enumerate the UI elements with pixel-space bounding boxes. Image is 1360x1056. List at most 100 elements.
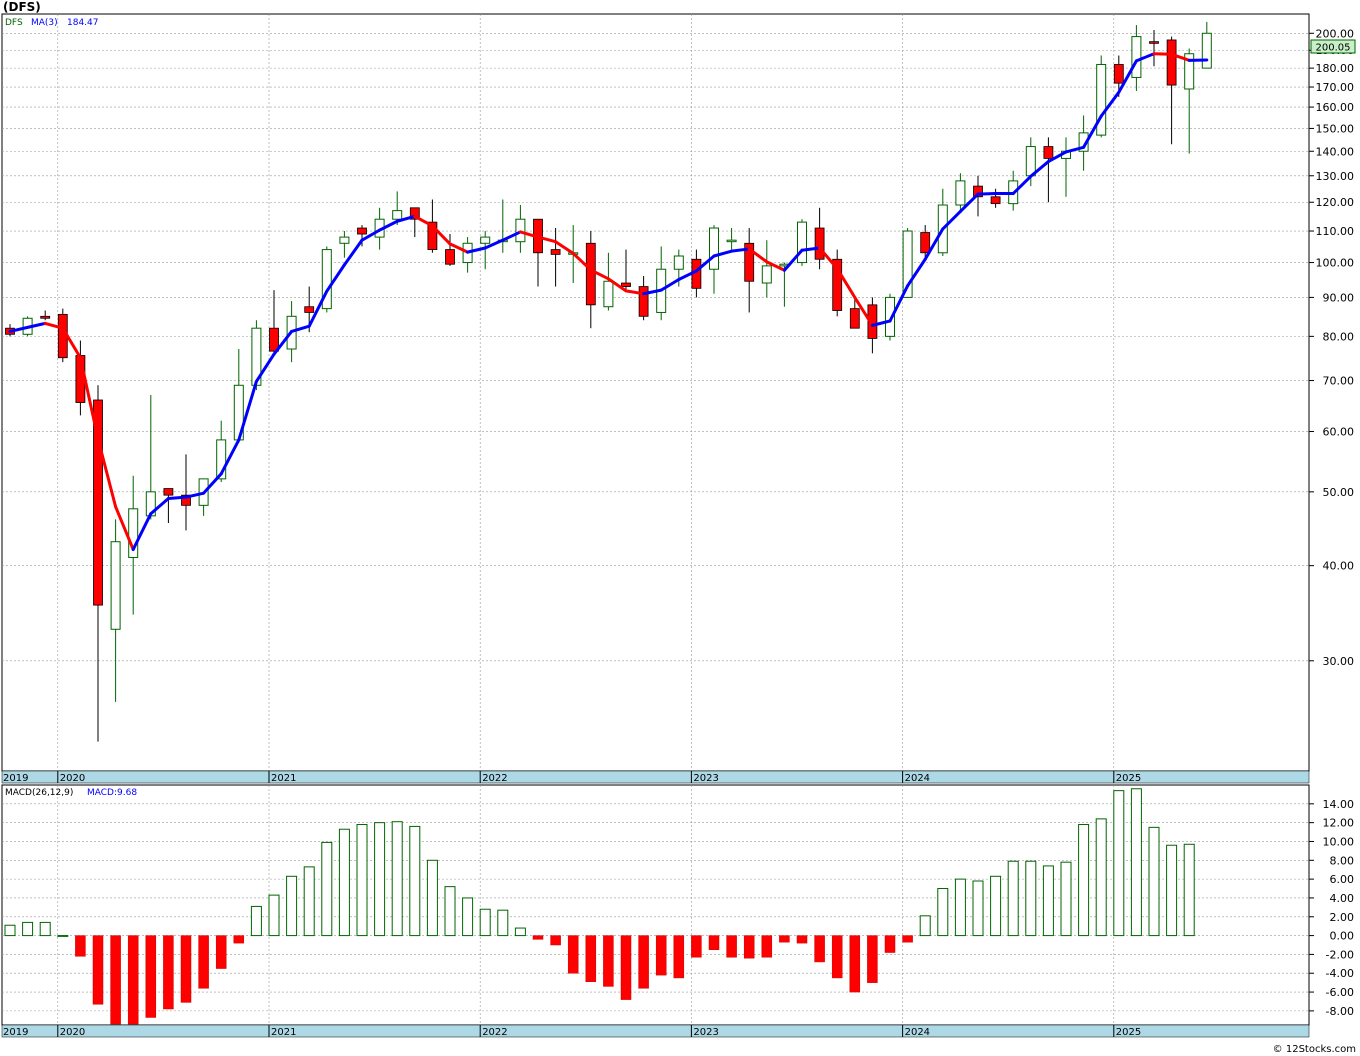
macd-bar-negative [884, 935, 896, 953]
price-tick-label: 180.00 [1316, 62, 1355, 75]
macd-bar-negative [110, 935, 121, 1025]
price-year-label: 2025 [1116, 773, 1141, 784]
candle-body-up [1025, 146, 1036, 177]
ma3-segment [624, 289, 646, 296]
price-candle [40, 310, 51, 321]
ma3-segment [870, 319, 892, 327]
price-candle [321, 246, 332, 313]
macd-bar-positive [462, 897, 474, 937]
ma3-segment [360, 228, 382, 242]
legend-symbol: DFS [5, 18, 23, 28]
legend-ma-label: MA(3) [31, 18, 58, 28]
price-tick-label: 90.00 [1323, 291, 1355, 304]
ma3-segment [8, 325, 30, 333]
price-candle [761, 240, 772, 298]
macd-tick-label: -2.00 [1326, 948, 1354, 961]
ma3-segment [378, 219, 399, 232]
macd-year-label: 2022 [482, 1027, 507, 1038]
ma3-segment [835, 267, 857, 299]
ma3-segment [149, 497, 170, 516]
ma3-segment [466, 246, 487, 254]
candle-body-down [550, 249, 561, 255]
ma3-segment [184, 491, 206, 499]
macd-bar-positive [1042, 865, 1054, 937]
ma3-segment [78, 356, 100, 441]
candle-body-up [1201, 32, 1212, 69]
ma3-segment [1117, 59, 1138, 94]
ma3-segment [1064, 145, 1086, 154]
macd-bar-negative [127, 935, 139, 1025]
ma3-segment [712, 249, 734, 258]
macd-bar-negative [567, 935, 579, 974]
candle-body-up [1096, 63, 1107, 136]
candle-body-down [638, 286, 649, 317]
candle-body-up [1184, 53, 1195, 90]
ma3-segment [501, 230, 522, 242]
candle-body-up [797, 221, 807, 264]
candle-body-down [427, 221, 438, 250]
macd-bar-negative [779, 935, 790, 943]
price-candle [885, 293, 895, 341]
macd-bar-positive [321, 841, 333, 937]
candle-body-up [321, 249, 332, 310]
ma3-segment [659, 278, 681, 292]
price-year-label: 2020 [60, 773, 85, 784]
macd-y-axis: -8.00 -6.00 -4.00 -2.00 0.00 2.00 4.00 6.00 8.00… [1309, 798, 1354, 1018]
candle-body-down [621, 282, 631, 287]
ma3-segment [307, 289, 329, 328]
price-candle [1149, 29, 1159, 67]
ma3-segment [1099, 90, 1121, 118]
macd-bar-negative [691, 935, 702, 958]
price-candle [339, 231, 350, 258]
last-price-tag: 200.05 [1316, 43, 1351, 54]
candle-body-up [885, 296, 895, 337]
price-tick-label: 30.00 [1323, 655, 1355, 668]
macd-bar-positive [250, 905, 262, 937]
macd-bar-negative [867, 935, 878, 983]
ma3-segment [26, 321, 47, 329]
macd-bar-positive [39, 921, 51, 937]
ma3-segment [272, 329, 294, 356]
price-candle [128, 475, 139, 615]
macd-bar-positive [919, 915, 931, 937]
ma3-segment [888, 284, 910, 323]
macd-tick-label: 12.00 [1323, 817, 1355, 830]
macd-bar-negative [849, 935, 861, 993]
macd-tick-label: 6.00 [1330, 873, 1355, 886]
candle-body-down [849, 308, 860, 329]
macd-year-labels: 2019 2020 2021 2022 2023 2024 2025 [3, 1025, 1141, 1038]
candle-body-up [392, 210, 403, 220]
price-candle [849, 297, 860, 329]
macd-bar-positive [1007, 860, 1019, 937]
ma3-segment [1011, 174, 1033, 196]
macd-bar-negative [585, 935, 597, 982]
ma3-segment [166, 495, 188, 501]
candle-body-down [269, 327, 279, 352]
price-candle [163, 488, 174, 524]
ma3-segment [430, 224, 452, 246]
ma3-segment [976, 192, 998, 196]
price-candle [445, 234, 455, 266]
ma3-segment [694, 254, 716, 273]
ma3-segment [131, 512, 153, 552]
macd-bar-positive [514, 927, 526, 937]
price-candle [814, 207, 825, 270]
ma3-segment [1152, 52, 1174, 56]
candle-body-down [867, 304, 878, 339]
ma3-segment [941, 209, 962, 231]
ma3-segment [219, 438, 241, 476]
candle-body-up [726, 239, 737, 243]
price-candle [585, 231, 596, 329]
macd-bar-negative [180, 935, 192, 1003]
price-candle [1184, 48, 1195, 154]
ma3-segment [677, 269, 698, 282]
macd-year-label: 2025 [1116, 1027, 1141, 1038]
ma3-segment [114, 505, 135, 552]
macd-bar-positive [1060, 861, 1072, 937]
ma3-segment [96, 437, 118, 509]
candle-body-up [128, 508, 139, 558]
price-candle [1096, 55, 1107, 138]
ma3-line [8, 52, 1209, 552]
macd-tick-label: 2.00 [1330, 911, 1355, 924]
macd-time-axis-band [1, 1024, 1310, 1038]
